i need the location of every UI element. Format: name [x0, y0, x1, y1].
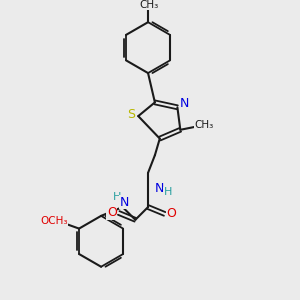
Text: H: H	[164, 188, 172, 197]
Text: H: H	[112, 192, 121, 202]
Text: N: N	[179, 97, 189, 110]
Text: N: N	[120, 196, 129, 209]
Text: CH₃: CH₃	[194, 120, 213, 130]
Text: N: N	[155, 182, 164, 195]
Text: S: S	[128, 108, 135, 121]
Text: CH₃: CH₃	[140, 0, 159, 10]
Text: O: O	[167, 207, 176, 220]
Text: OCH₃: OCH₃	[40, 216, 68, 226]
Text: O: O	[107, 206, 117, 219]
